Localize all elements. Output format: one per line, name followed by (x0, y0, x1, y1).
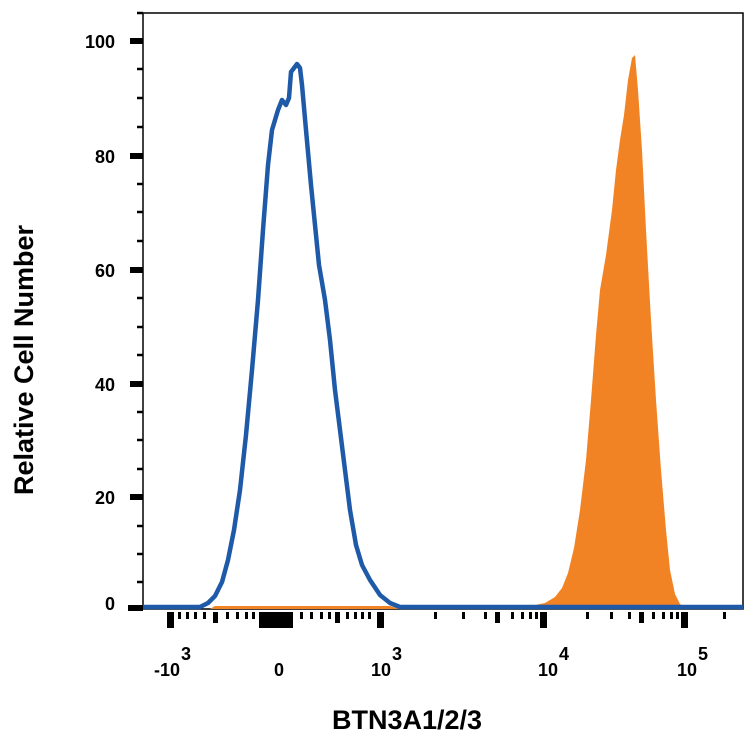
x-tick-label-1e5: 10 5 (677, 644, 708, 680)
svg-text:-10: -10 (154, 660, 180, 680)
y-tick-label: 80 (95, 147, 115, 167)
y-tick-label: 40 (95, 375, 115, 395)
y-tick-label: 60 (95, 261, 115, 281)
x-tick-label-1e4: 10 4 (538, 644, 569, 680)
svg-text:10: 10 (538, 660, 558, 680)
isotype-histogram-line (143, 61, 743, 610)
x-tick-label-1e3: 10 3 (371, 644, 402, 680)
x-axis-title: BTN3A1/2/3 (332, 705, 482, 735)
svg-text:10: 10 (371, 660, 391, 680)
x-axis (167, 612, 726, 628)
svg-text:0: 0 (274, 660, 284, 680)
x-tick-label-neg1e3: -10 3 (154, 644, 191, 680)
y-axis-title: Relative Cell Number (9, 224, 39, 495)
svg-text:5: 5 (698, 644, 708, 664)
y-axis (128, 11, 143, 611)
y-tick-label: 20 (95, 488, 115, 508)
svg-text:3: 3 (392, 644, 402, 664)
x-tick-label-zero: 0 (274, 660, 284, 680)
y-tick-label: 0 (105, 594, 115, 614)
svg-text:10: 10 (677, 660, 697, 680)
sample-histogram-fill (210, 55, 686, 609)
svg-text:3: 3 (181, 644, 191, 664)
svg-text:4: 4 (559, 644, 569, 664)
y-tick-label: 100 (85, 32, 115, 52)
